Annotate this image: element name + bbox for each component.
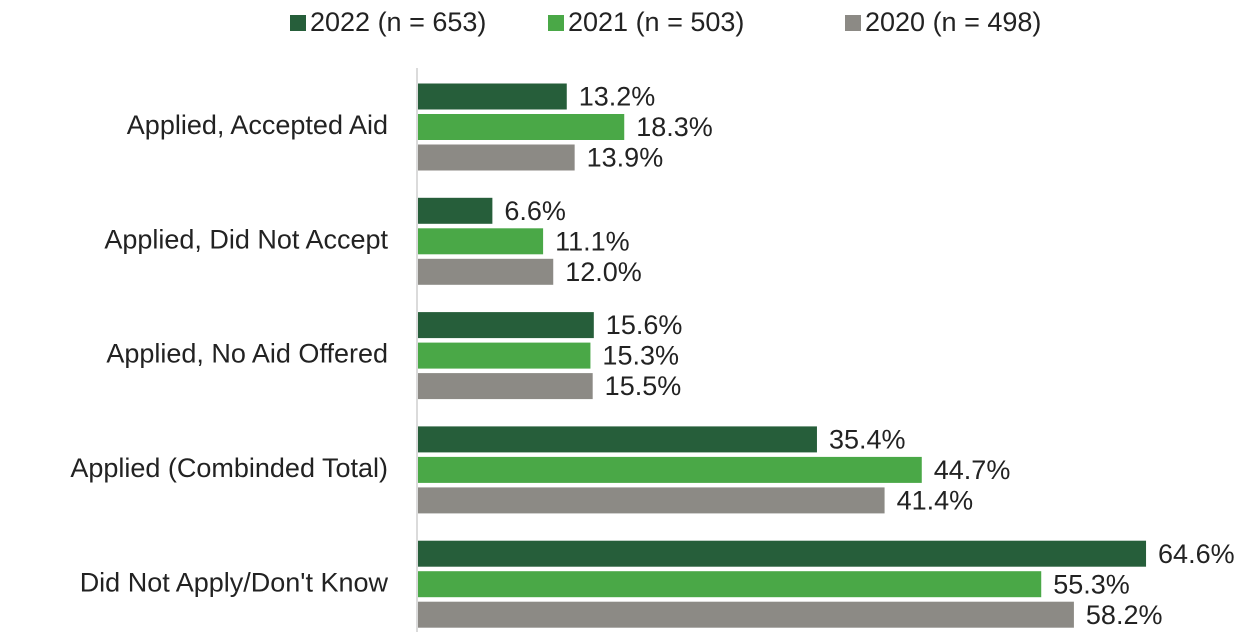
value-label: 15.5%	[605, 371, 682, 401]
bar	[418, 312, 594, 339]
bar	[418, 342, 591, 369]
value-label: 6.6%	[504, 196, 566, 226]
value-label: 15.6%	[606, 310, 683, 340]
bar	[418, 426, 817, 453]
category-label: Applied, Did Not Accept	[104, 224, 388, 254]
category-label: Applied, Accepted Aid	[127, 110, 388, 140]
legend-label: 2022 (n = 653)	[310, 7, 486, 37]
bar	[418, 144, 575, 171]
value-label: 64.6%	[1158, 539, 1235, 569]
value-label: 35.4%	[829, 425, 906, 455]
legend-swatch	[548, 15, 564, 31]
value-label: 41.4%	[897, 486, 974, 516]
bar	[418, 197, 493, 224]
bar	[418, 601, 1074, 628]
value-label: 13.9%	[587, 143, 664, 173]
value-label: 12.0%	[565, 257, 642, 287]
bar	[418, 114, 625, 140]
legend-label: 2021 (n = 503)	[568, 7, 744, 37]
bar	[418, 571, 1042, 598]
bar	[418, 373, 593, 400]
value-label: 15.3%	[602, 341, 679, 371]
value-label: 13.2%	[579, 82, 656, 112]
value-label: 44.7%	[934, 455, 1011, 485]
category-label: Applied (Combinded Total)	[70, 453, 388, 483]
category-label: Applied, No Aid Offered	[106, 339, 388, 369]
legend-swatch	[290, 15, 306, 31]
bar	[418, 456, 922, 483]
legend-label: 2020 (n = 498)	[865, 7, 1041, 37]
category-label: Did Not Apply/Don't Know	[80, 567, 389, 597]
value-label: 11.1%	[555, 226, 630, 256]
value-label: 55.3%	[1053, 569, 1130, 599]
bar	[418, 258, 554, 285]
bar	[418, 487, 885, 514]
bar	[418, 228, 544, 255]
value-label: 18.3%	[636, 112, 713, 142]
legend-swatch	[845, 15, 861, 31]
bar	[418, 540, 1147, 567]
value-label: 58.2%	[1086, 600, 1163, 630]
bar	[418, 83, 567, 110]
